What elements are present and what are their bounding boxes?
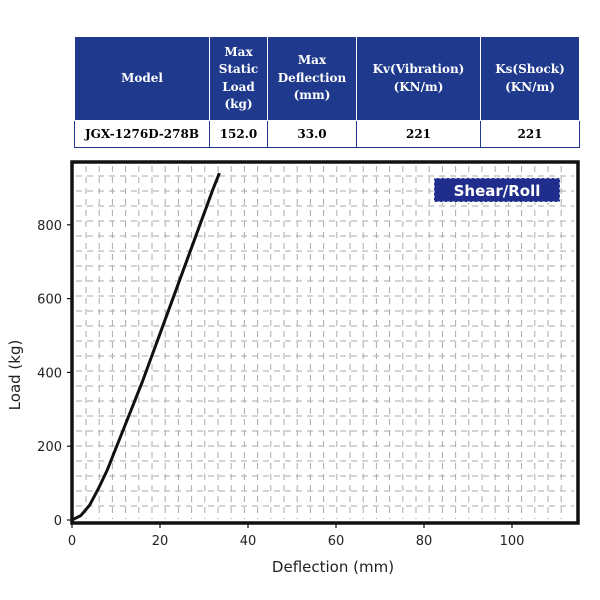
chart-badge: Shear/Roll [433,177,561,203]
x-axis-title: Deflection (mm) [272,558,394,576]
y-tick-label: 600 [37,293,62,308]
x-tick-label: 20 [152,534,169,549]
spec-data-row: JGX-1276D-278B 152.0 33.0 221 221 [74,120,580,148]
cell-model: JGX-1276D-278B [74,120,210,148]
y-tick-label: 200 [37,440,62,455]
cell-kv-vibration: 221 [356,120,481,148]
y-tick-label: 0 [54,514,62,529]
axis-ticks: 0 20 40 60 80 100 0 200 400 600 800 [37,219,524,549]
x-tick-label: 40 [240,534,257,549]
cell-max-deflection: 33.0 [267,120,357,148]
y-axis-title: Load (kg) [6,340,24,411]
header-max-deflection: Max Deflection (mm) [267,36,357,121]
cell-ks-shock: 221 [480,120,580,148]
x-tick-label: 80 [416,534,433,549]
badge-text: Shear/Roll [454,182,541,200]
y-tick-label: 400 [37,366,62,381]
cell-max-static-load: 152.0 [209,120,268,148]
y-tick-label: 800 [37,219,62,234]
spec-header-row: Model Max Static Load (kg) Max Deflectio… [74,36,580,121]
series-line [71,172,221,522]
chart-grid [76,166,574,519]
header-ks-shock: Ks(Shock) (KN/m) [480,36,580,121]
header-kv-vibration: Kv(Vibration) (KN/m) [356,36,481,121]
x-tick-label: 0 [68,534,76,549]
x-tick-label: 60 [328,534,345,549]
plot-frame [70,160,580,525]
spec-table: Model Max Static Load (kg) Max Deflectio… [74,36,580,148]
x-tick-label: 100 [500,534,525,549]
